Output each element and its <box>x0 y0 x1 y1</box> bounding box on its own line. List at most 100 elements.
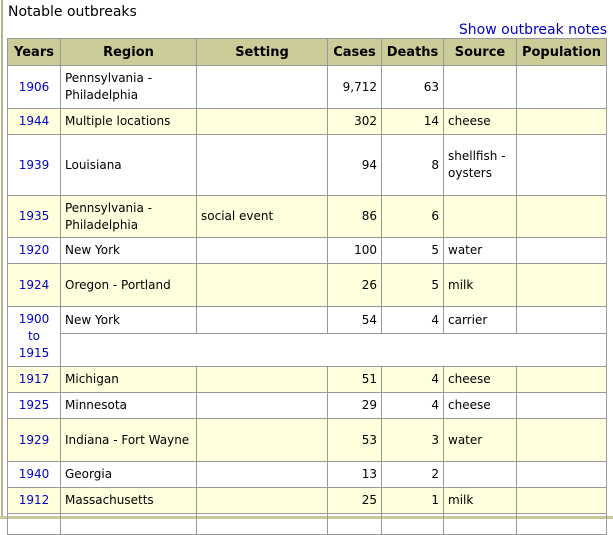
cell-cases: 53 <box>327 418 382 462</box>
cell-setting <box>196 461 328 488</box>
empty-cell <box>516 513 607 535</box>
cell-years-link[interactable]: 1912 <box>7 487 61 514</box>
cell-source: carrier <box>443 306 517 334</box>
cell-cases: 26 <box>327 263 382 307</box>
cell-population <box>516 418 607 462</box>
cell-cases: 100 <box>327 237 382 264</box>
show-outbreak-notes-link[interactable]: Show outbreak notes <box>458 22 607 38</box>
cell-deaths: 8 <box>381 134 444 196</box>
cell-deaths: 5 <box>381 263 444 307</box>
cell-population <box>516 263 607 307</box>
cell-years-link[interactable]: 1924 <box>7 263 61 307</box>
table-row: 1940 Georgia 13 2 <box>7 461 607 488</box>
cell-setting <box>196 487 328 514</box>
table-row: 1920 New York 100 5 water <box>7 237 607 264</box>
cell-region: Pennsylvania - Philadelphia <box>60 65 197 109</box>
empty-cell <box>60 513 197 535</box>
cell-source: cheese <box>443 108 517 135</box>
cell-region: Massachusetts <box>60 487 197 514</box>
table-row: 1925 Minnesota 29 4 cheese <box>7 392 607 419</box>
cell-population <box>516 461 607 488</box>
cell-setting <box>196 237 328 264</box>
cell-region: New York <box>60 237 197 264</box>
cell-population <box>516 306 607 334</box>
empty-cell <box>443 513 517 535</box>
cell-region: Louisiana <box>60 134 197 196</box>
cell-population <box>516 108 607 135</box>
cell-region: Multiple locations <box>60 108 197 135</box>
section-title: Notable outbreaks <box>8 4 137 20</box>
cell-source <box>443 65 517 109</box>
cell-cases: 54 <box>327 306 382 334</box>
cell-region: Michigan <box>60 366 197 393</box>
cell-years-link[interactable]: 1917 <box>7 366 61 393</box>
cell-deaths: 5 <box>381 237 444 264</box>
column-header-setting[interactable]: Setting <box>196 38 328 66</box>
cell-source <box>443 195 517 238</box>
cell-setting <box>196 418 328 462</box>
table-row-spacer <box>8 333 607 367</box>
cell-setting <box>196 134 328 196</box>
column-header-years[interactable]: Years <box>7 38 61 66</box>
cell-years-link[interactable]: 1920 <box>7 237 61 264</box>
table-row: 1944 Multiple locations 302 14 cheese <box>7 108 607 135</box>
cell-source: milk <box>443 487 517 514</box>
cell-source: cheese <box>443 392 517 419</box>
cell-region: Pennsylvania - Philadelphia <box>60 195 197 238</box>
cell-source <box>443 461 517 488</box>
cell-population <box>516 392 607 419</box>
cell-deaths: 1 <box>381 487 444 514</box>
table-row: 1917 Michigan 51 4 cheese <box>7 366 607 393</box>
table-row: 1900 to 1915 New York 54 4 carrier <box>7 306 607 367</box>
column-header-cases[interactable]: Cases <box>327 38 382 66</box>
cell-years-link[interactable]: 1929 <box>7 418 61 462</box>
cell-deaths: 2 <box>381 461 444 488</box>
table-header-row: Years Region Setting Cases Deaths Source… <box>7 38 607 66</box>
cell-cases: 29 <box>327 392 382 419</box>
cell-years-link[interactable]: 1935 <box>7 195 61 238</box>
cell-deaths: 3 <box>381 418 444 462</box>
cell-cases: 86 <box>327 195 382 238</box>
cell-region: Oregon - Portland <box>60 263 197 307</box>
table-row-partial <box>7 513 607 535</box>
cell-region: New York <box>60 306 197 334</box>
cell-region: Indiana - Fort Wayne <box>60 418 197 462</box>
cell-population <box>516 134 607 196</box>
cell-population <box>516 195 607 238</box>
cell-deaths: 63 <box>381 65 444 109</box>
cell-years-link[interactable]: 1944 <box>7 108 61 135</box>
cell-years-link[interactable]: 1906 <box>7 65 61 109</box>
cell-years-link[interactable]: 1925 <box>7 392 61 419</box>
cell-years-link[interactable]: 1940 <box>7 461 61 488</box>
table-row: 1929 Indiana - Fort Wayne 53 3 water <box>7 418 607 462</box>
cell-source: cheese <box>443 366 517 393</box>
cell-population <box>516 366 607 393</box>
cell-cases: 94 <box>327 134 382 196</box>
cell-region: Minnesota <box>60 392 197 419</box>
cell-source: water <box>443 237 517 264</box>
outbreaks-table: Years Region Setting Cases Deaths Source… <box>7 38 607 535</box>
cell-setting: social event <box>196 195 328 238</box>
column-header-source[interactable]: Source <box>443 38 517 66</box>
table-row: 1939 Louisiana 94 8 shellfish - oysters <box>7 134 607 196</box>
cell-source: milk <box>443 263 517 307</box>
empty-cell <box>381 513 444 535</box>
cell-years-link[interactable]: 1900 to 1915 <box>7 306 61 367</box>
cell-setting <box>196 306 328 334</box>
cell-setting <box>196 108 328 135</box>
column-header-deaths[interactable]: Deaths <box>381 38 444 66</box>
cell-deaths: 4 <box>381 366 444 393</box>
cell-cases: 9,712 <box>327 65 382 109</box>
cell-region: Georgia <box>60 461 197 488</box>
cell-deaths: 4 <box>381 392 444 419</box>
cell-years-link[interactable]: 1939 <box>7 134 61 196</box>
empty-cell <box>60 333 607 367</box>
cell-deaths: 6 <box>381 195 444 238</box>
column-header-population[interactable]: Population <box>516 38 607 66</box>
cell-deaths: 14 <box>381 108 444 135</box>
cell-cases: 13 <box>327 461 382 488</box>
column-header-region[interactable]: Region <box>60 38 197 66</box>
empty-cell <box>196 513 328 535</box>
empty-cell <box>7 513 61 535</box>
table-row: 1906 Pennsylvania - Philadelphia 9,712 63 <box>7 65 607 109</box>
